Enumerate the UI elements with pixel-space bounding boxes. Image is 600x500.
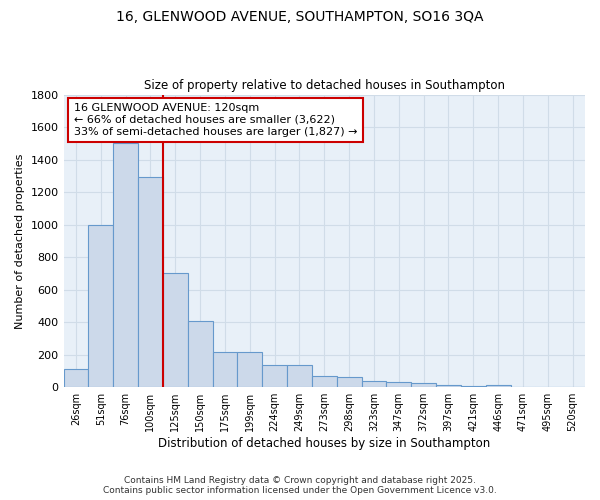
Bar [88, 224, 113, 387]
Bar [337, 376, 362, 387]
Bar [411, 383, 436, 387]
Bar [188, 322, 212, 387]
Bar [312, 376, 337, 387]
Bar [163, 274, 188, 387]
Bar [113, 144, 138, 387]
Bar [262, 366, 287, 387]
Y-axis label: Number of detached properties: Number of detached properties [15, 153, 25, 328]
Bar [238, 352, 262, 387]
Bar [212, 352, 238, 387]
Bar [64, 370, 88, 387]
Text: Contains HM Land Registry data © Crown copyright and database right 2025.
Contai: Contains HM Land Registry data © Crown c… [103, 476, 497, 495]
X-axis label: Distribution of detached houses by size in Southampton: Distribution of detached houses by size … [158, 437, 490, 450]
Bar [287, 366, 312, 387]
Title: Size of property relative to detached houses in Southampton: Size of property relative to detached ho… [144, 79, 505, 92]
Bar [461, 386, 485, 387]
Bar [138, 178, 163, 387]
Text: 16, GLENWOOD AVENUE, SOUTHAMPTON, SO16 3QA: 16, GLENWOOD AVENUE, SOUTHAMPTON, SO16 3… [116, 10, 484, 24]
Bar [485, 385, 511, 387]
Text: 16 GLENWOOD AVENUE: 120sqm
← 66% of detached houses are smaller (3,622)
33% of s: 16 GLENWOOD AVENUE: 120sqm ← 66% of deta… [74, 104, 358, 136]
Bar [436, 385, 461, 387]
Bar [362, 380, 386, 387]
Bar [386, 382, 411, 387]
